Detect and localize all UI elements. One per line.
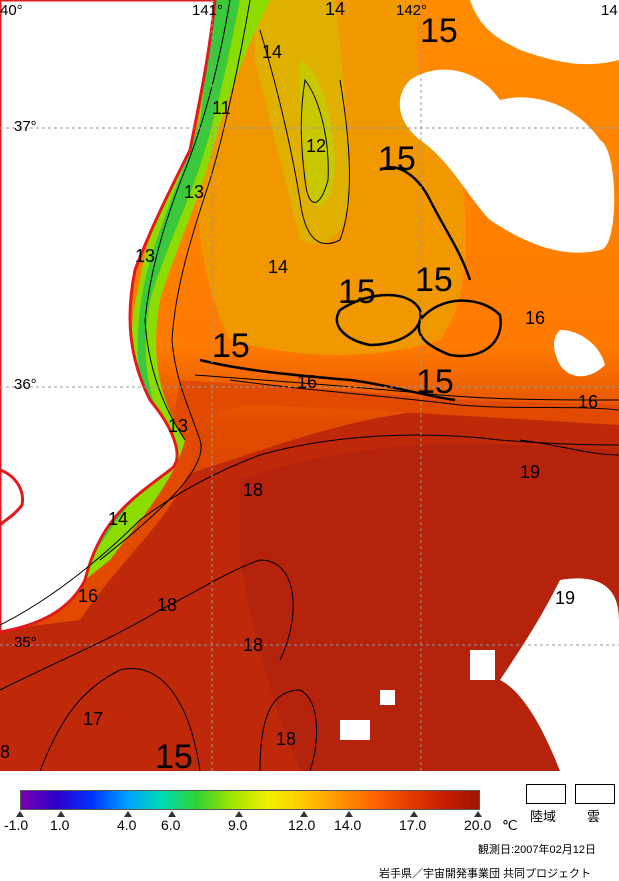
- scale-label: 4.0: [117, 817, 137, 833]
- cloud-legend-label: 雲: [587, 809, 601, 824]
- cold-tongue-12: [299, 60, 335, 206]
- isotherm-label: 16: [78, 586, 98, 606]
- isotherm-label: 16: [578, 392, 598, 412]
- isotherm-label: 13: [135, 246, 155, 266]
- isotherm-15-contours: [199, 166, 502, 402]
- longitude-label: 14: [601, 2, 618, 19]
- scale-label: 14.0: [334, 817, 362, 833]
- scale-tick: [16, 811, 24, 817]
- isotherm-label: 14: [108, 509, 128, 529]
- temperature-color-bar: [20, 790, 480, 810]
- isotherm-label: 14: [262, 42, 282, 62]
- scale-tick: [168, 811, 176, 817]
- scale-label: -1.0: [4, 817, 29, 833]
- isotherm-label: 8: [0, 742, 10, 762]
- isotherm-label: 18: [157, 595, 177, 615]
- isotherm-label: 18: [276, 729, 296, 749]
- isotherm-label: 13: [168, 416, 188, 436]
- isotherm-label: 16: [525, 308, 545, 328]
- isotherm-labels: 14 15 14 11 12 15 13 13 14 15 15 16 15 1…: [0, 0, 598, 771]
- scale-label: 20.0: [464, 817, 492, 833]
- longitude-label: 141°: [192, 2, 224, 19]
- isotherm-label: 14: [325, 0, 345, 19]
- isotherm-label: 15: [416, 363, 454, 401]
- land-boso: [0, 468, 25, 528]
- isotherm-label: 12: [306, 136, 326, 156]
- isotherm-label: 11: [212, 98, 231, 118]
- scale-label: 6.0: [161, 817, 181, 833]
- latitude-label: 35°: [14, 634, 37, 651]
- isotherm-label: 18: [243, 480, 263, 500]
- scale-label: 9.0: [228, 817, 248, 833]
- scale-tick: [474, 811, 482, 817]
- isotherm-label: 19: [555, 588, 575, 608]
- scale-unit: ℃: [502, 817, 518, 833]
- land-legend-swatch: [526, 784, 566, 804]
- cloud-patches: [340, 0, 619, 771]
- scale-tick: [124, 811, 132, 817]
- isotherm-label: 18: [243, 635, 263, 655]
- longitude-label: 142°: [396, 2, 428, 19]
- latitude-label: 37°: [14, 118, 37, 135]
- isotherm-label: 15: [378, 140, 416, 178]
- isotherm-contours: [0, 0, 619, 771]
- isotherm-label: 19: [520, 462, 540, 482]
- coastal-green-water: [84, 0, 240, 565]
- land-honshu: [0, 0, 217, 634]
- scale-label: 12.0: [288, 817, 316, 833]
- scale-tick: [410, 811, 418, 817]
- observation-date: 観測日:2007年02月12日: [478, 844, 596, 856]
- isotherm-label: 15: [212, 327, 250, 365]
- isotherm-label: 16: [297, 372, 317, 392]
- isotherm-label: 15: [155, 738, 193, 771]
- scale-tick: [345, 811, 353, 817]
- scale-label: 1.0: [50, 817, 70, 833]
- isotherm-label: 13: [184, 182, 204, 202]
- isotherm-label: 14: [268, 257, 288, 277]
- cloud-legend-swatch: [575, 784, 615, 804]
- scale-tick: [57, 811, 65, 817]
- sea-surface-temperature-map: 14 15 14 11 12 15 13 13 14 15 15 16 15 1…: [0, 0, 619, 771]
- isotherm-label: 15: [420, 12, 458, 50]
- isotherm-label: 15: [415, 261, 453, 299]
- longitude-label: 40°: [0, 2, 23, 19]
- isotherm-label: 15: [338, 273, 376, 311]
- scale-label: 17.0: [399, 817, 427, 833]
- scale-tick: [300, 811, 308, 817]
- latitude-label: 36°: [14, 376, 37, 393]
- graticule: [0, 0, 619, 771]
- scale-tick: [235, 811, 243, 817]
- credit-line: 岩手県／宇宙開発事業団 共同プロジェクト: [379, 868, 592, 880]
- isotherm-label: 17: [83, 709, 103, 729]
- land-legend-label: 陸域: [530, 809, 557, 824]
